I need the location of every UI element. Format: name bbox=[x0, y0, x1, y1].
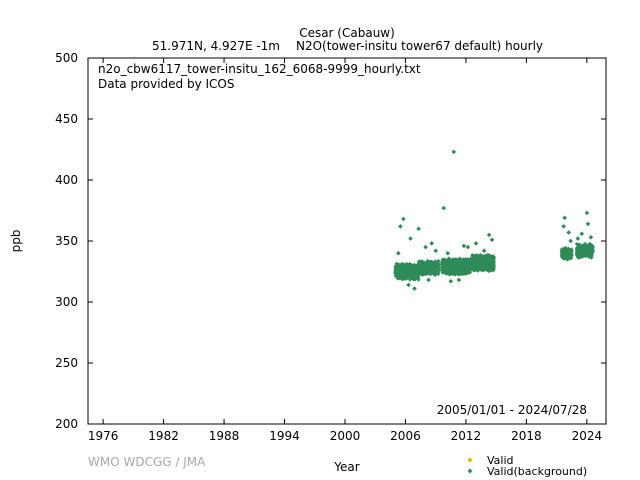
data-point bbox=[568, 238, 573, 244]
y-axis: 200 250 300 350 400 450 500 bbox=[55, 51, 606, 431]
data-point bbox=[461, 243, 467, 249]
data-point bbox=[416, 226, 421, 232]
y-tick-label: 200 bbox=[55, 417, 78, 431]
data-point bbox=[433, 248, 438, 254]
x-axis-label: Year bbox=[333, 460, 359, 474]
data-point-cluster bbox=[416, 259, 441, 277]
data-point bbox=[451, 149, 457, 155]
data-point bbox=[486, 232, 492, 238]
data-point bbox=[408, 236, 413, 241]
data-point bbox=[445, 250, 451, 256]
x-tick-label: 2006 bbox=[390, 429, 421, 443]
x-tick-label: 2012 bbox=[451, 429, 482, 443]
data-point bbox=[562, 215, 567, 221]
legend-label-valid-background: Valid(background) bbox=[487, 465, 587, 478]
legend-marker-valid bbox=[467, 457, 473, 463]
data-point bbox=[429, 241, 434, 246]
y-tick-label: 350 bbox=[55, 234, 78, 248]
y-tick-label: 250 bbox=[55, 356, 78, 370]
data-point bbox=[465, 244, 471, 250]
station-title: Cesar (Cabauw) bbox=[299, 26, 395, 40]
legend: Valid Valid(background) bbox=[467, 454, 587, 478]
filename-annotation: n2o_cbw6117_tower-insitu_162_6068-9999_h… bbox=[98, 62, 421, 76]
data-point-cluster bbox=[469, 252, 496, 274]
y-axis-label: ppb bbox=[9, 230, 23, 253]
data-point bbox=[561, 224, 566, 229]
parameter-subtitle: N2O(tower-insitu tower67 default) hourly bbox=[296, 39, 543, 53]
x-tick-label: 1982 bbox=[148, 429, 179, 443]
data-point bbox=[566, 230, 571, 235]
y-tick-label: 300 bbox=[55, 295, 78, 309]
y-tick-label: 500 bbox=[55, 51, 78, 65]
y-tick-label: 450 bbox=[55, 112, 78, 126]
data-point-cluster bbox=[559, 246, 574, 262]
data-point bbox=[448, 279, 454, 284]
data-point bbox=[584, 210, 590, 216]
y-tick-label: 400 bbox=[55, 173, 78, 187]
data-point-cluster bbox=[574, 241, 595, 260]
data-points bbox=[393, 149, 595, 291]
data-point bbox=[456, 277, 462, 283]
x-tick-label: 1988 bbox=[209, 429, 240, 443]
data-point bbox=[579, 231, 585, 236]
data-point bbox=[426, 277, 431, 283]
provider-annotation: Data provided by ICOS bbox=[98, 77, 234, 91]
x-tick-label: 1994 bbox=[269, 429, 300, 443]
date-range-annotation: 2005/01/01 - 2024/07/28 bbox=[437, 403, 587, 417]
data-point bbox=[412, 286, 417, 291]
data-point bbox=[406, 282, 411, 288]
x-tick-label: 1976 bbox=[88, 429, 119, 443]
watermark: WMO WDCGG / JMA bbox=[88, 455, 206, 469]
x-tick-label: 2000 bbox=[330, 429, 361, 443]
data-point bbox=[489, 237, 495, 243]
x-axis: 1976 1982 1988 1994 2000 2006 2012 2018 2024 bbox=[88, 58, 602, 443]
data-point-cluster bbox=[393, 261, 421, 282]
data-point bbox=[401, 216, 406, 222]
plot-frame bbox=[87, 57, 607, 425]
data-point bbox=[588, 235, 594, 240]
legend-label-valid: Valid bbox=[487, 454, 514, 467]
data-point bbox=[481, 248, 487, 254]
data-point-cluster bbox=[439, 256, 473, 277]
data-point bbox=[398, 224, 403, 229]
data-point bbox=[396, 250, 401, 256]
x-tick-label: 2024 bbox=[572, 429, 603, 443]
legend-marker-valid-background bbox=[467, 468, 473, 474]
data-point bbox=[423, 244, 428, 250]
data-point bbox=[441, 205, 446, 211]
data-point bbox=[575, 236, 581, 241]
location-subtitle: 51.971N, 4.927E -1m bbox=[152, 39, 280, 53]
data-point bbox=[585, 221, 591, 227]
data-point bbox=[473, 241, 479, 246]
x-tick-label: 2018 bbox=[511, 429, 542, 443]
